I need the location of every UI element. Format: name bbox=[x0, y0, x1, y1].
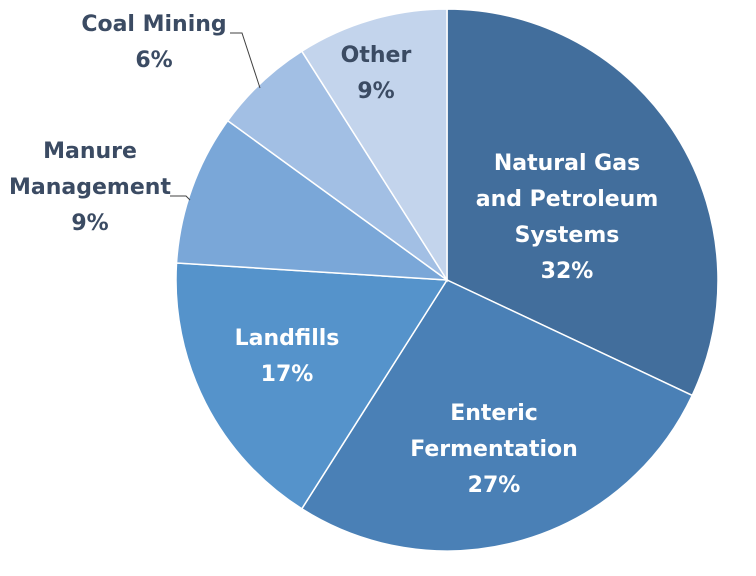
slice-category-label: Systems bbox=[515, 223, 620, 248]
slice-category-label: Landfills bbox=[235, 326, 340, 351]
slice-category-label: Natural Gas bbox=[494, 151, 640, 176]
slice-percent-label: 6% bbox=[135, 48, 172, 73]
pie-slice-enteric-fermentation bbox=[300, 279, 694, 552]
slice-percent-label: 9% bbox=[71, 211, 108, 236]
slice-labels: Natural Gas and Petroleum Systems 32% Enteri… bbox=[9, 12, 658, 498]
slice-category-label: Fermentation bbox=[410, 437, 578, 462]
pie-slice-natural-gas-and-petroleum-systems bbox=[446, 8, 719, 397]
slice-percent-label: 17% bbox=[261, 362, 314, 387]
slice-category-label: Other bbox=[341, 43, 412, 68]
leader-line bbox=[230, 32, 261, 89]
slice-percent-label: 9% bbox=[357, 79, 394, 104]
slice-percent-label: 27% bbox=[468, 473, 521, 498]
slice-category-label: Management bbox=[9, 175, 171, 200]
pie-slice-landfills bbox=[175, 262, 449, 510]
slice-category-label: Coal Mining bbox=[81, 12, 226, 37]
pie-slice-manure-management bbox=[175, 119, 450, 281]
leader-lines bbox=[170, 32, 261, 201]
slice-category-label: Manure bbox=[43, 139, 137, 164]
slice-percent-label: 32% bbox=[541, 259, 594, 284]
slice-category-label: and Petroleum bbox=[476, 187, 659, 212]
leader-line bbox=[170, 195, 191, 201]
pie-slices bbox=[175, 8, 719, 552]
pie-slice-other bbox=[300, 8, 448, 283]
slice-category-label: Enteric bbox=[450, 401, 538, 426]
